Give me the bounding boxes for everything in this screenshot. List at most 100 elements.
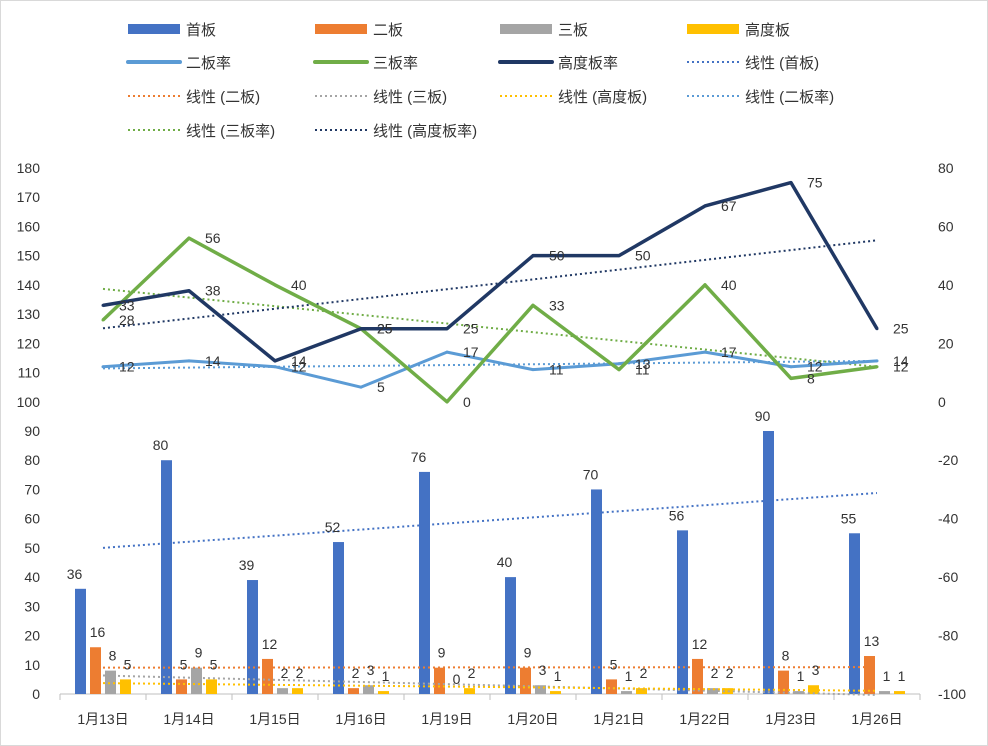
line-value-label: 14 bbox=[291, 353, 307, 369]
bar-3-6 bbox=[636, 688, 647, 694]
line-point-0-4 bbox=[445, 350, 449, 354]
bar-2-9 bbox=[879, 691, 890, 694]
line-value-label: 12 bbox=[893, 359, 909, 375]
legend-label: 高度板 bbox=[745, 21, 790, 39]
line-point-0-8 bbox=[789, 365, 793, 369]
bar-1-9 bbox=[864, 656, 875, 694]
line-value-label: 5 bbox=[377, 379, 385, 395]
x-tick-label: 1月22日 bbox=[679, 711, 730, 727]
bar-3-7 bbox=[722, 688, 733, 694]
bar-value-label: 8 bbox=[109, 648, 117, 664]
line-point-2-3 bbox=[359, 327, 363, 331]
line-value-label: 40 bbox=[721, 277, 737, 293]
line-point-2-9 bbox=[875, 327, 879, 331]
line-value-label: 0 bbox=[463, 394, 471, 410]
bar-3-2 bbox=[292, 688, 303, 694]
bar-value-label: 9 bbox=[195, 645, 203, 661]
bar-value-label: 1 bbox=[883, 668, 891, 684]
bar-value-label: 1 bbox=[554, 668, 562, 684]
legend-swatch-bar bbox=[128, 24, 180, 34]
bar-value-label: 3 bbox=[812, 662, 820, 678]
line-value-label: 13 bbox=[635, 356, 651, 372]
y-right-tick-label: -100 bbox=[938, 686, 966, 702]
legend-label: 线性 (高度板率) bbox=[373, 122, 477, 140]
bar-0-8 bbox=[763, 431, 774, 694]
legend-label: 线性 (首板) bbox=[745, 54, 819, 72]
bar-value-label: 2 bbox=[352, 665, 360, 681]
line-point-1-9 bbox=[875, 365, 879, 369]
bar-3-3 bbox=[378, 691, 389, 694]
line-value-label: 12 bbox=[291, 359, 307, 375]
line-point-0-5 bbox=[531, 368, 535, 372]
x-tick-label: 1月23日 bbox=[765, 711, 816, 727]
bar-value-label: 5 bbox=[180, 656, 188, 672]
trendline-3 bbox=[102, 682, 878, 692]
bar-value-label: 9 bbox=[438, 645, 446, 661]
y-left-tick-label: 20 bbox=[24, 628, 40, 644]
bar-value-label: 12 bbox=[692, 636, 708, 652]
bar-value-label: 2 bbox=[468, 665, 476, 681]
bar-value-label: 2 bbox=[711, 665, 719, 681]
trendline-4 bbox=[102, 359, 878, 370]
y-left-tick-label: 0 bbox=[32, 686, 40, 702]
bar-value-label: 1 bbox=[898, 668, 906, 684]
line-value-label: 12 bbox=[807, 359, 823, 375]
bar-value-label: 1 bbox=[382, 668, 390, 684]
bar-0-4 bbox=[419, 471, 430, 694]
bar-value-label: 13 bbox=[864, 633, 880, 649]
bar-0-0 bbox=[75, 588, 86, 694]
y-right-tick-label: 0 bbox=[938, 394, 946, 410]
bar-value-label: 16 bbox=[90, 624, 106, 640]
x-tick-label: 1月21日 bbox=[593, 711, 644, 727]
bar-value-label: 1 bbox=[797, 668, 805, 684]
line-value-label: 8 bbox=[807, 370, 815, 386]
line-value-label: 11 bbox=[635, 362, 650, 378]
line-value-label: 25 bbox=[893, 321, 909, 337]
x-tick-label: 1月19日 bbox=[421, 711, 472, 727]
line-value-label: 11 bbox=[549, 362, 564, 378]
legend-swatch-bar bbox=[687, 24, 739, 34]
line-point-0-9 bbox=[875, 359, 879, 363]
line-point-0-7 bbox=[703, 350, 707, 354]
line-value-label: 25 bbox=[463, 321, 479, 337]
y-left-tick-label: 40 bbox=[24, 569, 40, 585]
y-left-tick-label: 80 bbox=[24, 452, 40, 468]
bar-value-label: 70 bbox=[583, 466, 599, 482]
legend-label: 线性 (二板率) bbox=[745, 88, 834, 106]
bar-1-0 bbox=[90, 647, 101, 694]
bar-0-5 bbox=[505, 577, 516, 694]
bar-2-1 bbox=[191, 667, 202, 694]
bar-value-label: 2 bbox=[296, 665, 304, 681]
line-value-label: 75 bbox=[807, 175, 823, 191]
legend-label: 首板 bbox=[186, 21, 216, 39]
line-point-2-7 bbox=[703, 204, 707, 208]
line-value-label: 14 bbox=[893, 353, 909, 369]
bar-3-0 bbox=[120, 679, 131, 694]
line-point-1-8 bbox=[789, 376, 793, 380]
line-value-label: 14 bbox=[205, 353, 221, 369]
line-point-2-0 bbox=[101, 303, 105, 307]
bar-1-6 bbox=[606, 679, 617, 694]
line-point-0-0 bbox=[101, 365, 105, 369]
y-left-tick-label: 100 bbox=[17, 394, 41, 410]
bar-value-label: 55 bbox=[841, 510, 857, 526]
bar-0-2 bbox=[247, 580, 258, 694]
legend-label: 三板 bbox=[558, 21, 588, 39]
bar-value-label: 0 bbox=[453, 671, 461, 687]
x-tick-label: 1月26日 bbox=[851, 711, 902, 727]
line-point-1-2 bbox=[273, 283, 277, 287]
line-point-0-2 bbox=[273, 365, 277, 369]
bar-value-label: 76 bbox=[411, 449, 427, 465]
bar-value-label: 3 bbox=[539, 662, 547, 678]
line-value-label: 12 bbox=[119, 359, 135, 375]
line-0 bbox=[102, 350, 878, 389]
line-point-1-6 bbox=[617, 368, 621, 372]
y-left-tick-label: 70 bbox=[24, 481, 40, 497]
axes: 1月13日 1月14日 1月15日 1月16日 1月19日 1月20日 1月21日 1月22日… bbox=[17, 160, 967, 727]
bar-value-label: 5 bbox=[210, 656, 218, 672]
bar-value-label: 5 bbox=[610, 656, 618, 672]
line-point-1-0 bbox=[101, 318, 105, 322]
bar-0-9 bbox=[849, 533, 860, 694]
